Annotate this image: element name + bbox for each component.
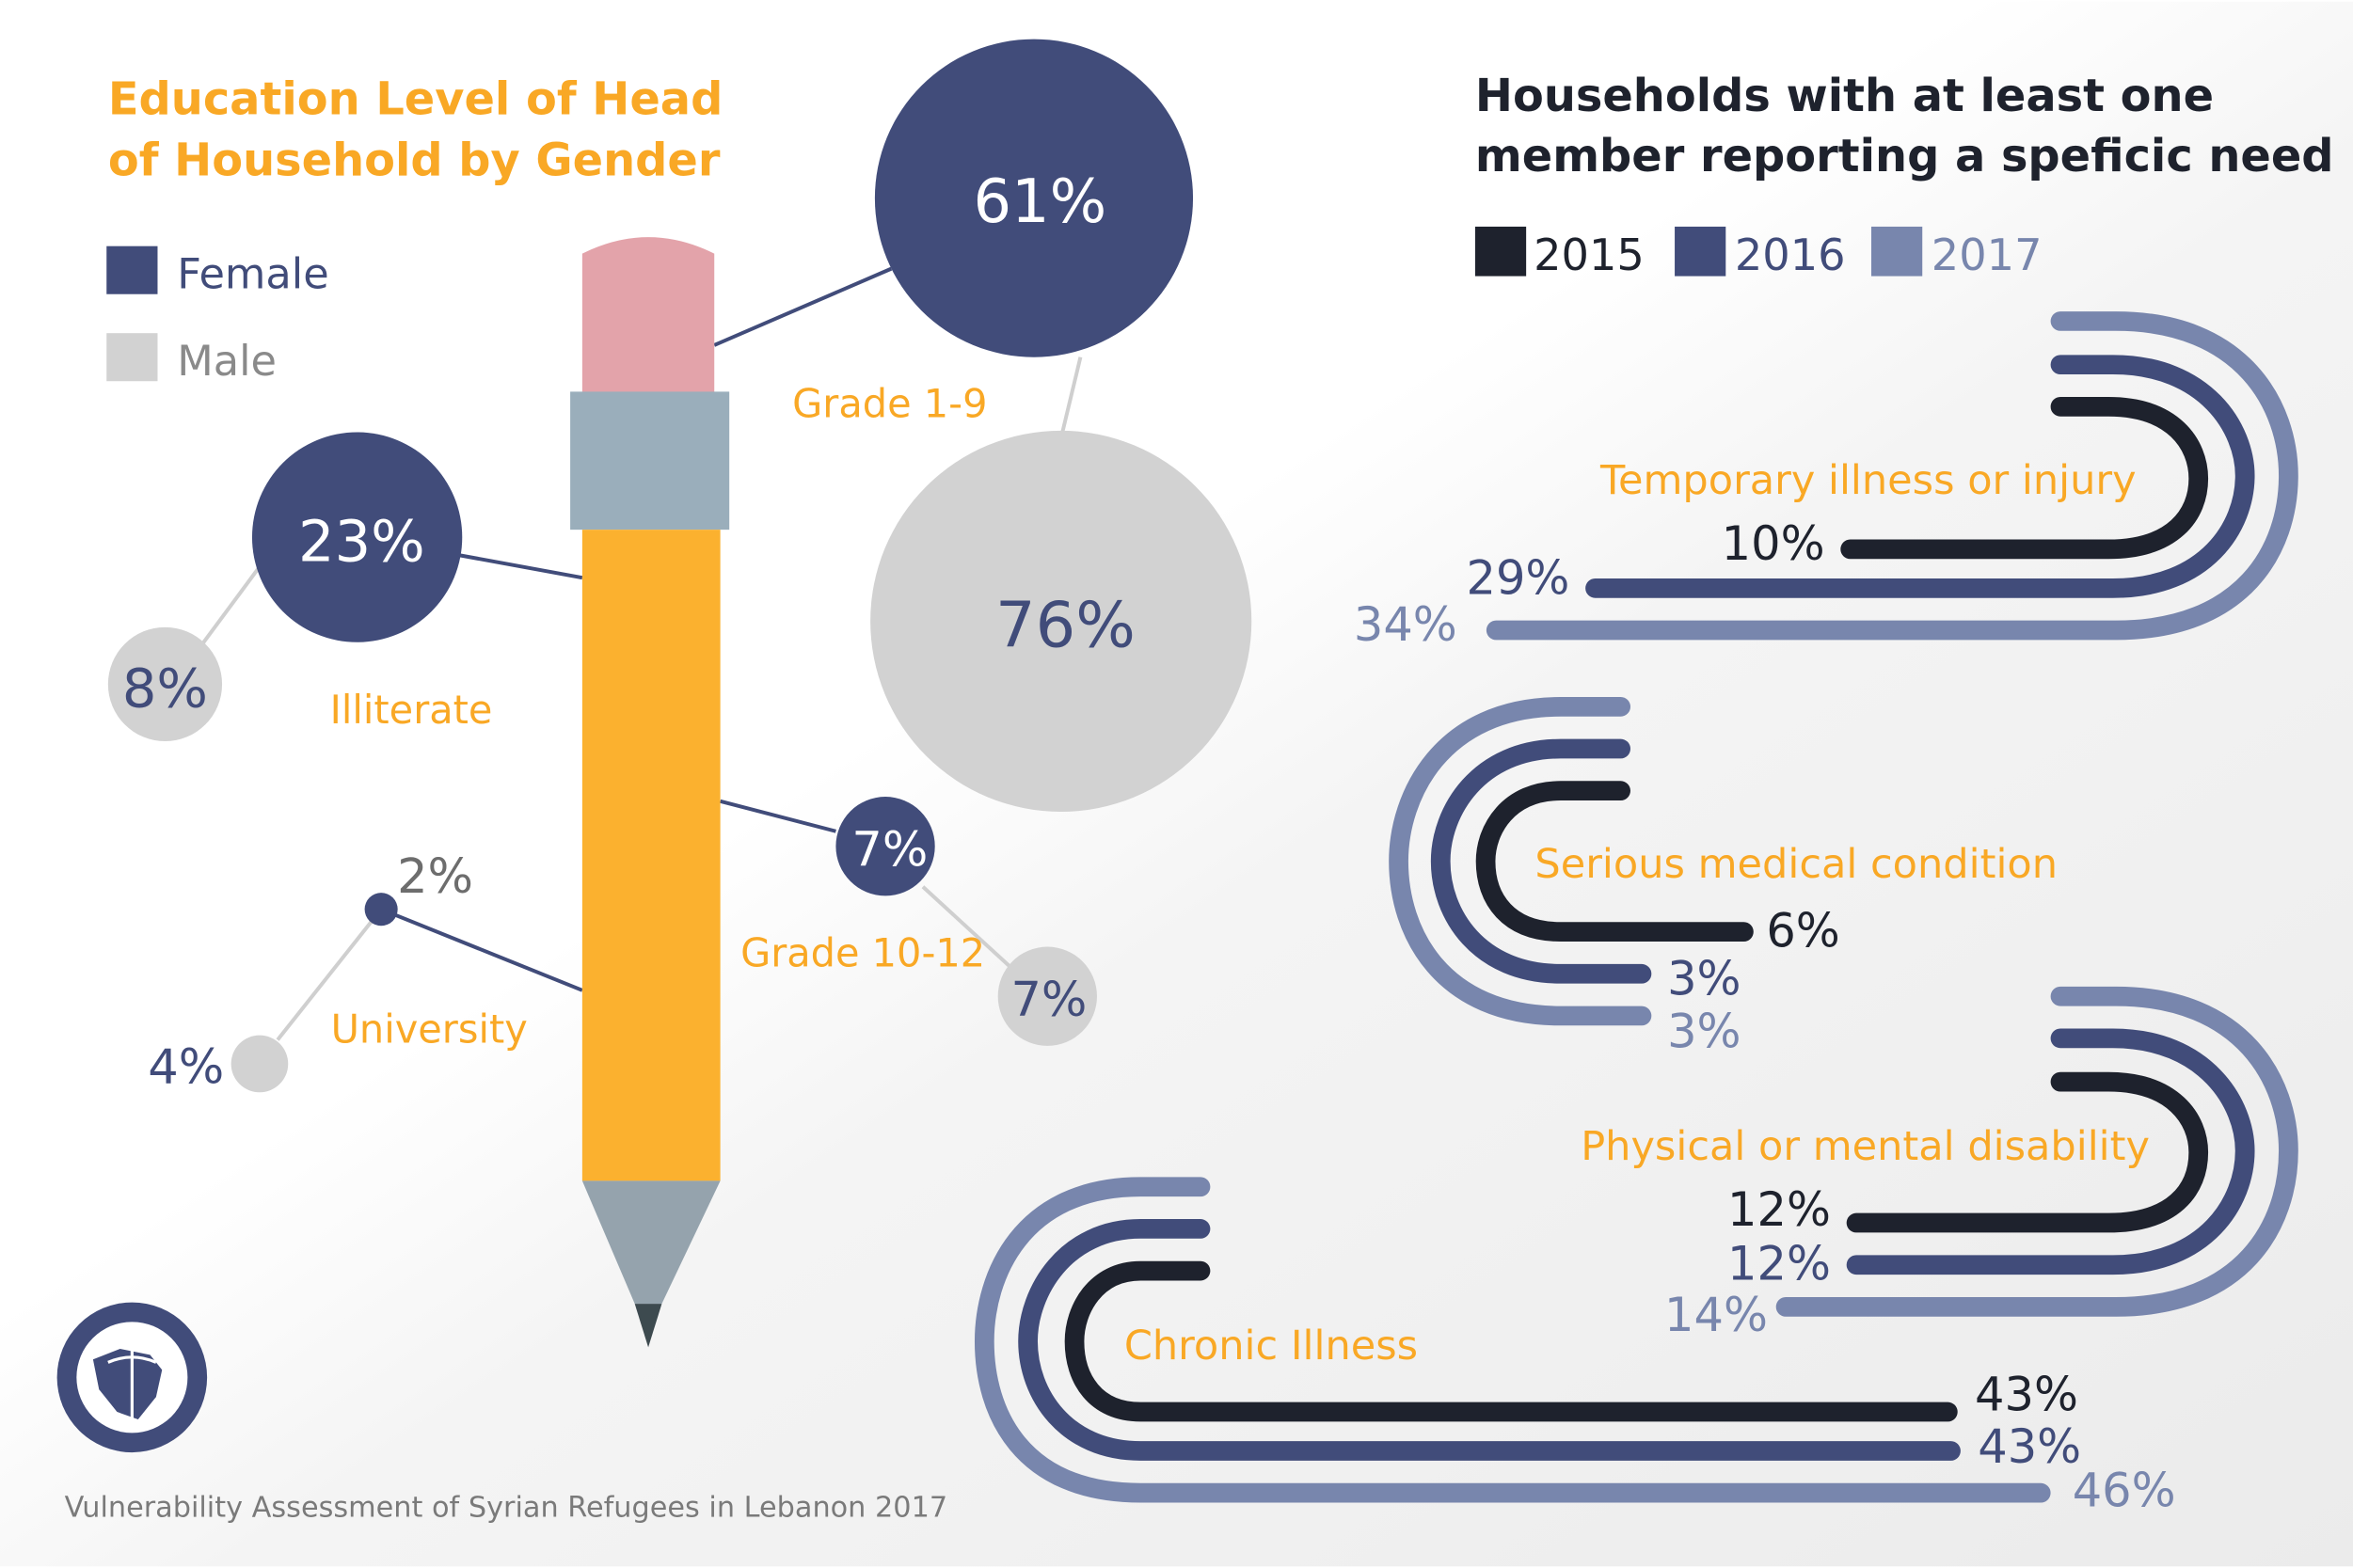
- female-connectors: [380, 266, 893, 992]
- bar-disability-2015: [1846, 1071, 2209, 1233]
- legend-swatch-2015: [1474, 226, 1527, 277]
- label-grade1-9: Grade 1-9: [792, 382, 987, 427]
- legend-swatch-female: [106, 245, 158, 294]
- value-chronic-2015: 43%: [1975, 1367, 2078, 1421]
- label-university: University: [331, 1007, 528, 1053]
- group-serious-medical: Serious medical condition 6% 3% 3%: [1389, 696, 2058, 1058]
- value-grade1-9-male: 76%: [995, 589, 1136, 662]
- needs-title-line2: member reporting a speficic need: [1475, 131, 2334, 182]
- value-illiterate-female: 23%: [298, 510, 425, 576]
- bar-serious-2016: [1430, 738, 1652, 984]
- legend-label-2016: 2016: [1735, 230, 1846, 280]
- value-disability-2017: 14%: [1664, 1288, 1768, 1342]
- legend-label-2015: 2015: [1534, 230, 1645, 280]
- value-chronic-2016: 43%: [1978, 1419, 2081, 1474]
- label-disability: Physical or mental disability: [1581, 1123, 2150, 1170]
- education-chart: Education Level of Head of Household by …: [106, 39, 1252, 1348]
- bar-temporary-2016: [1585, 355, 2255, 598]
- value-temporary-2016: 29%: [1467, 551, 1570, 606]
- legend-swatch-male: [106, 333, 158, 382]
- legend-label-male: Male: [177, 337, 277, 386]
- pencil-eraser: [581, 237, 715, 395]
- value-grade10-12-male: 7%: [1010, 973, 1087, 1028]
- bubble-grade1-9-male: [870, 430, 1252, 813]
- value-grade1-9-female: 61%: [973, 167, 1106, 237]
- group-disability: Physical or mental disability 12% 12% 14…: [1581, 986, 2298, 1342]
- group-temporary-illness: Temporary illness or injury 10% 29% 34%: [1354, 311, 2298, 652]
- label-serious-medical: Serious medical condition: [1534, 841, 2058, 888]
- bar-chronic-2015: [1064, 1260, 1958, 1422]
- value-university-female: 2%: [397, 849, 473, 905]
- bar-temporary-2015: [1840, 396, 2209, 560]
- value-serious-2015: 6%: [1766, 904, 1839, 958]
- needs-chart: Households with at least one member repo…: [974, 71, 2334, 1518]
- label-grade10-12: Grade 10-12: [740, 930, 985, 975]
- label-illiterate: Illiterate: [330, 688, 493, 733]
- group-chronic-illness: Chronic Illness 43% 43% 46%: [974, 1177, 2176, 1518]
- value-illiterate-male: 8%: [122, 657, 208, 720]
- bubble-illiterate-male: [107, 626, 223, 742]
- bubble-university-female: [364, 893, 398, 927]
- bar-disability-2017: [1775, 986, 2298, 1317]
- education-title-line1: Education Level of Head: [108, 73, 723, 125]
- bubble-grade1-9-female: [874, 39, 1194, 357]
- male-connectors: [200, 356, 1083, 1041]
- label-temporary-illness: Temporary illness or injury: [1599, 457, 2137, 504]
- bubble-grade10-12-female: [835, 797, 935, 896]
- bar-serious-2015: [1475, 781, 1754, 942]
- bar-chronic-2016: [1018, 1219, 1961, 1461]
- legend-label-female: Female: [177, 249, 328, 298]
- value-disability-2015: 12%: [1727, 1182, 1831, 1237]
- value-serious-2017: 3%: [1667, 1004, 1741, 1058]
- bar-serious-2017: [1389, 696, 1652, 1026]
- value-chronic-2017: 46%: [2073, 1464, 2176, 1518]
- pencil-ferrule: [570, 391, 730, 531]
- bubble-illiterate-female: [251, 432, 463, 642]
- label-chronic-illness: Chronic Illness: [1124, 1323, 1418, 1370]
- value-grade10-12-female: 7%: [851, 822, 928, 878]
- pencil-body: [581, 530, 721, 1181]
- value-university-male: 4%: [148, 1040, 224, 1096]
- footer-source: Vulnerability Assessment of Syrian Refug…: [65, 1492, 948, 1525]
- bubble-university-male: [231, 1035, 289, 1093]
- bar-temporary-2017: [1486, 311, 2298, 641]
- value-temporary-2017: 34%: [1354, 597, 1457, 652]
- value-serious-2016: 3%: [1667, 952, 1741, 1006]
- pencil-illustration: [570, 237, 730, 1348]
- sams-logo: [56, 1302, 208, 1453]
- education-title-line2: of Household by Gender: [108, 135, 721, 187]
- legend-swatch-2017: [1870, 226, 1923, 277]
- bubble-grade10-12-male: [997, 946, 1097, 1046]
- legend-swatch-2016: [1675, 226, 1726, 277]
- pencil-cone: [581, 1180, 721, 1305]
- bar-disability-2016: [1846, 1028, 2255, 1275]
- value-temporary-2015: 10%: [1722, 516, 1825, 571]
- legend-label-2017: 2017: [1932, 230, 2043, 280]
- needs-title-line1: Households with at least one: [1475, 71, 2214, 122]
- bar-chronic-2017: [974, 1177, 2051, 1503]
- value-disability-2016: 12%: [1727, 1237, 1831, 1291]
- pencil-tip: [634, 1304, 662, 1348]
